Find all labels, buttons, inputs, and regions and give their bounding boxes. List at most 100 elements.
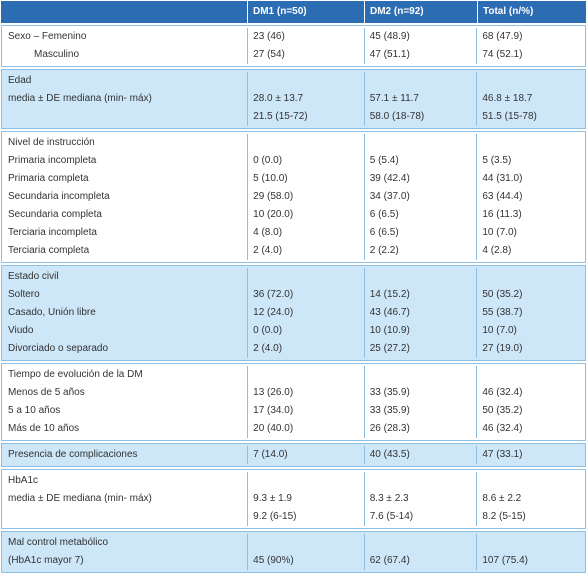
cell: 34 (37.0) [363, 188, 477, 206]
cell: 58.0 (18-78) [363, 108, 477, 126]
row-label: Viudo [8, 325, 34, 336]
table-row: Tiempo de evolución de la DM [2, 366, 585, 384]
row-label: Secundaria incompleta [8, 191, 110, 202]
cell: 4 (8.0) [247, 224, 364, 242]
cell: 6 (6.5) [363, 206, 477, 224]
table-row: media ± DE mediana (min- máx) 28.0 ± 13.7… [2, 90, 585, 108]
cell: 10 (20.0) [247, 206, 364, 224]
cell: 14 (15.2) [363, 286, 477, 304]
cell: 57.1 ± 11.7 [363, 90, 477, 108]
row-group: HbA1c media ± DE mediana (min- máx) 9.3 ± … [1, 469, 586, 529]
cell [247, 134, 364, 152]
row-group: Mal control metabólico (HbA1c mayor 7) 45 … [1, 531, 586, 573]
cell [363, 134, 477, 152]
cell: 46 (32.4) [476, 384, 585, 402]
cell: 63 (44.4) [476, 188, 585, 206]
cell: 107 (75.4) [476, 552, 585, 570]
row-label: Nivel de instrucción [8, 137, 95, 148]
cell [363, 534, 477, 552]
cell: 9.3 ± 1.9 [247, 490, 364, 508]
cell: 36 (72.0) [247, 286, 364, 304]
cell: 68 (47.9) [476, 28, 585, 46]
row-label: 5 a 10 años [8, 405, 61, 416]
header-cell: DM1 (n=50) [247, 1, 364, 23]
cell: 8.2 (5-15) [476, 508, 585, 526]
table-row: 9.2 (6-15) 7.6 (5-14) 8.2 (5-15) [2, 508, 585, 526]
table-row: Estado civil [2, 268, 585, 286]
row-label: Casado, Unión libre [8, 307, 96, 318]
cell [476, 268, 585, 286]
row-label: media ± DE mediana (min- máx) [8, 93, 152, 104]
cell [476, 72, 585, 90]
cell: 51.5 (15-78) [476, 108, 585, 126]
row-group: Edad media ± DE mediana (min- máx) 28.0 ± … [1, 69, 586, 129]
cell: 7 (14.0) [247, 446, 364, 464]
cell: 16 (11.3) [476, 206, 585, 224]
cell: 28.0 ± 13.7 [247, 90, 364, 108]
cell: 0 (0.0) [247, 322, 364, 340]
row-label: Secundaria completa [8, 209, 102, 220]
table-row: Terciaria completa 2 (4.0) 2 (2.2) 4 (2.8) [2, 242, 585, 260]
row-group: Presencia de complicaciones 7 (14.0) 40 (4… [1, 443, 586, 467]
cell: 2 (2.2) [363, 242, 477, 260]
cell [476, 472, 585, 490]
cell: 9.2 (6-15) [247, 508, 364, 526]
cell: 45 (90%) [247, 552, 364, 570]
row-label: Terciaria incompleta [8, 227, 97, 238]
cell: 10 (7.0) [476, 322, 585, 340]
row-label: Terciaria completa [8, 245, 90, 256]
row-label: Soltero [8, 289, 40, 300]
cell: 40 (43.5) [363, 446, 477, 464]
row-label: Edad [8, 75, 32, 86]
cell [247, 534, 364, 552]
table-row: Secundaria completa 10 (20.0) 6 (6.5) 16 (1… [2, 206, 585, 224]
cell: 45 (48.9) [363, 28, 477, 46]
cell: 39 (42.4) [363, 170, 477, 188]
header-cell [1, 1, 247, 23]
cell: 27 (19.0) [476, 340, 585, 358]
cell: 17 (34.0) [247, 402, 364, 420]
table-row: HbA1c [2, 472, 585, 490]
table-row: Casado, Unión libre 12 (24.0) 43 (46.7) 55 … [2, 304, 585, 322]
row-label: Mal control metabólico [8, 537, 109, 548]
cell [247, 472, 364, 490]
cell: 20 (40.0) [247, 420, 364, 438]
table-row: Primaria incompleta 0 (0.0) 5 (5.4) 5 (3.5) [2, 152, 585, 170]
cell: 2 (4.0) [247, 340, 364, 358]
cell: 29 (58.0) [247, 188, 364, 206]
row-label: Divorciado o separado [8, 343, 109, 354]
cell: 10 (10.9) [363, 322, 477, 340]
table-row: Menos de 5 años 13 (26.0) 33 (35.9) 46 (32.… [2, 384, 585, 402]
table-row: 5 a 10 años 17 (34.0) 33 (35.9) 50 (35.2) [2, 402, 585, 420]
cell: 23 (46) [247, 28, 364, 46]
row-label: Estado civil [8, 271, 59, 282]
cell: 43 (46.7) [363, 304, 477, 322]
cell: 5 (10.0) [247, 170, 364, 188]
cell: 46 (32.4) [476, 420, 585, 438]
row-label: Primaria completa [8, 173, 89, 184]
row-label: (HbA1c mayor 7) [8, 555, 84, 566]
cell: 0 (0.0) [247, 152, 364, 170]
cell: 74 (52.1) [476, 46, 585, 64]
table-row: Terciaria incompleta 4 (8.0) 6 (6.5) 10 (7.… [2, 224, 585, 242]
cell: 44 (31.0) [476, 170, 585, 188]
row-label: HbA1c [8, 475, 39, 486]
table-row: Primaria completa 5 (10.0) 39 (42.4) 44 (31… [2, 170, 585, 188]
header-cell: DM2 (n=92) [364, 1, 477, 23]
table-row: 21.5 (15-72) 58.0 (18-78) 51.5 (15-78) [2, 108, 585, 126]
row-label: Presencia de complicaciones [8, 449, 138, 460]
cell: 21.5 (15-72) [247, 108, 364, 126]
row-label: Menos de 5 años [8, 387, 85, 398]
table-row: Sexo – Femenino 23 (46) 45 (48.9) 68 (47.9) [2, 28, 585, 46]
cell: 12 (24.0) [247, 304, 364, 322]
cell: 8.6 ± 2.2 [476, 490, 585, 508]
cell: 47 (51.1) [363, 46, 477, 64]
cell: 47 (33.1) [476, 446, 585, 464]
table-row: media ± DE mediana (min- máx) 9.3 ± 1.9 8.… [2, 490, 585, 508]
cell [363, 472, 477, 490]
cell [247, 268, 364, 286]
table-row: Masculino 27 (54) 47 (51.1) 74 (52.1) [2, 46, 585, 64]
table-row: (HbA1c mayor 7) 45 (90%) 62 (67.4) 107 (75.… [2, 552, 585, 570]
